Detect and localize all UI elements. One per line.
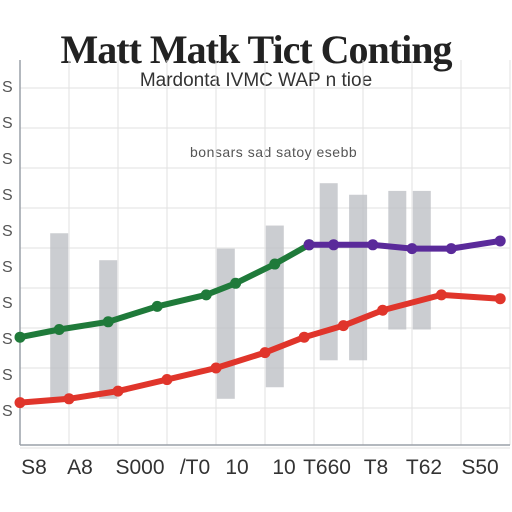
series-0-point-1 bbox=[53, 324, 65, 335]
chart-title: Matt Matk Tict Conting bbox=[60, 27, 453, 72]
series-2-point-4 bbox=[210, 362, 222, 374]
series-lines bbox=[14, 235, 506, 409]
x-tick-label-8: T62 bbox=[406, 456, 442, 479]
x-tick-label-2: S000 bbox=[115, 456, 164, 479]
series-2-point-10 bbox=[494, 293, 506, 305]
series-line-0 bbox=[17, 241, 313, 341]
series-2-point-6 bbox=[298, 331, 310, 343]
series-1-point-4 bbox=[445, 243, 457, 255]
bar-3 bbox=[265, 225, 284, 388]
series-0-point-3 bbox=[151, 300, 163, 312]
series-0-point-4 bbox=[200, 289, 212, 301]
y-axis-ticks: S S S S S S S S S S bbox=[2, 79, 13, 420]
x-tick-label-0: S8 bbox=[21, 456, 47, 479]
y-tick-label-7: S bbox=[2, 331, 13, 348]
series-0-point-2 bbox=[102, 316, 114, 328]
y-tick-label-8: S bbox=[2, 367, 13, 384]
series-2-point-3 bbox=[161, 374, 173, 386]
bar-7 bbox=[412, 190, 431, 330]
y-tick-label-6: S bbox=[2, 295, 13, 312]
series-2-point-1 bbox=[63, 393, 75, 405]
chart-annotation: bonsars sad satoy esebb bbox=[190, 144, 358, 160]
x-tick-label-3: /T0 bbox=[180, 456, 210, 479]
series-2-point-8 bbox=[377, 304, 389, 316]
y-tick-label-9: S bbox=[2, 403, 13, 420]
series-2-point-7 bbox=[337, 320, 349, 332]
series-1-point-2 bbox=[367, 239, 379, 251]
series-2-point-2 bbox=[112, 385, 124, 397]
x-axis-ticks: S8 A8 S000/T0 10 10 T660 T8 T62 S50 bbox=[21, 456, 499, 479]
x-tick-label-4: 10 bbox=[225, 456, 248, 479]
x-tick-label-7: T8 bbox=[364, 456, 389, 479]
y-tick-label-3: S bbox=[2, 187, 13, 204]
x-tick-label-6: T660 bbox=[303, 456, 351, 479]
y-tick-label-4: S bbox=[2, 223, 13, 240]
y-tick-label-5: S bbox=[2, 259, 13, 276]
series-0-point-5 bbox=[230, 277, 242, 289]
x-tick-label-9: S50 bbox=[461, 456, 498, 479]
series-1-point-3 bbox=[406, 243, 418, 255]
series-1-point-5 bbox=[494, 235, 506, 247]
y-tick-label-2: S bbox=[2, 151, 13, 168]
series-1-point-0 bbox=[303, 239, 315, 251]
y-tick-label-0: S bbox=[2, 79, 13, 96]
series-2-point-5 bbox=[259, 347, 271, 359]
series-0-point-6 bbox=[269, 258, 281, 270]
y-tick-label-1: S bbox=[2, 115, 13, 132]
series-0-point-0 bbox=[14, 331, 26, 343]
x-tick-label-1: A8 bbox=[67, 456, 93, 479]
bar-0 bbox=[50, 233, 69, 399]
bar-6 bbox=[388, 190, 407, 330]
bar-group bbox=[50, 183, 431, 399]
bar-2 bbox=[216, 248, 235, 399]
grid-lines bbox=[19, 60, 511, 449]
series-2-point-0 bbox=[14, 397, 26, 409]
bar-4 bbox=[319, 183, 338, 361]
series-2-point-9 bbox=[435, 289, 447, 301]
series-1-point-1 bbox=[328, 239, 340, 251]
x-tick-label-5: 10 bbox=[272, 456, 295, 479]
bar-1 bbox=[99, 260, 118, 399]
bar-5 bbox=[349, 194, 368, 361]
